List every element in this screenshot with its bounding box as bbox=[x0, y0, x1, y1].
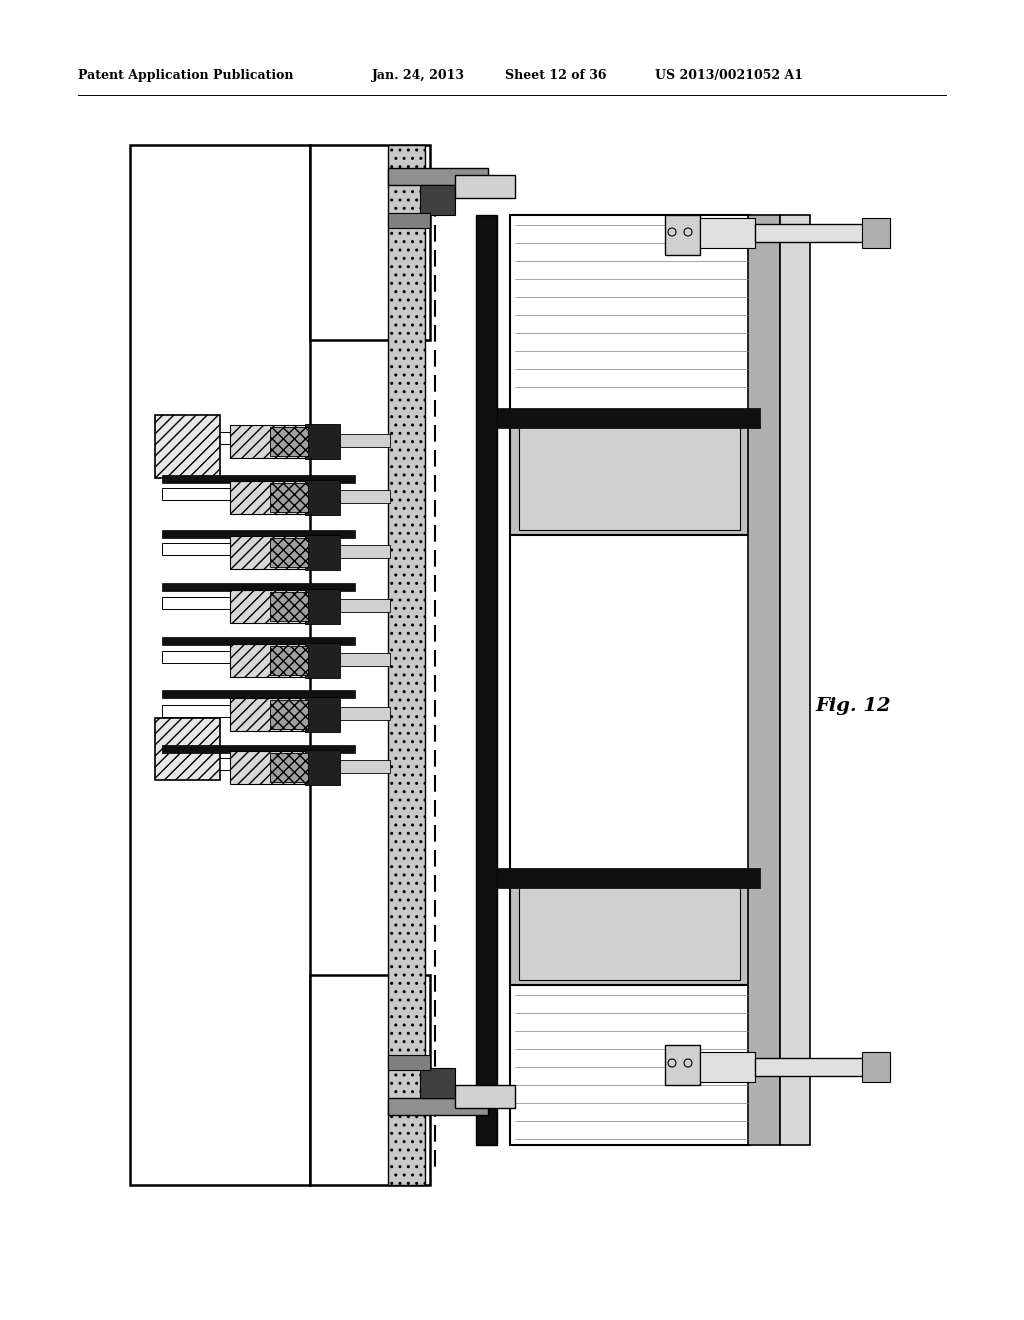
Bar bbox=[270, 591, 308, 620]
Bar bbox=[388, 213, 430, 228]
Bar bbox=[162, 744, 355, 752]
Bar bbox=[305, 697, 340, 733]
Bar bbox=[420, 1068, 455, 1098]
Bar bbox=[305, 424, 340, 459]
Bar bbox=[510, 215, 750, 411]
Bar bbox=[230, 644, 310, 677]
Text: Patent Application Publication: Patent Application Publication bbox=[78, 69, 294, 82]
Bar bbox=[162, 690, 355, 698]
Bar bbox=[162, 651, 300, 663]
Bar bbox=[510, 420, 750, 535]
Bar bbox=[305, 589, 340, 624]
Bar bbox=[519, 875, 740, 979]
Bar bbox=[230, 480, 310, 513]
Bar bbox=[162, 758, 300, 770]
Bar bbox=[162, 475, 355, 483]
Bar bbox=[455, 176, 515, 198]
Bar bbox=[780, 215, 810, 1144]
Bar bbox=[700, 218, 755, 248]
Bar bbox=[162, 531, 355, 539]
Bar bbox=[510, 535, 750, 870]
Bar bbox=[305, 750, 340, 785]
Bar bbox=[310, 145, 430, 341]
Bar bbox=[755, 224, 870, 242]
Bar bbox=[162, 543, 300, 554]
Bar bbox=[230, 590, 310, 623]
Bar bbox=[230, 536, 310, 569]
Text: Sheet 12 of 36: Sheet 12 of 36 bbox=[505, 69, 606, 82]
Bar bbox=[862, 1052, 890, 1082]
Bar bbox=[510, 985, 750, 1144]
Bar bbox=[340, 760, 390, 774]
Bar bbox=[230, 751, 310, 784]
Bar bbox=[388, 168, 488, 185]
Bar bbox=[162, 597, 300, 609]
Bar bbox=[420, 185, 455, 215]
Bar bbox=[340, 708, 390, 719]
Bar bbox=[476, 215, 497, 1144]
Bar bbox=[155, 718, 220, 780]
Bar bbox=[388, 1098, 488, 1115]
Bar bbox=[755, 1059, 870, 1076]
Bar bbox=[340, 490, 390, 503]
Bar bbox=[162, 638, 355, 645]
Bar bbox=[270, 645, 308, 675]
Text: US 2013/0021052 A1: US 2013/0021052 A1 bbox=[655, 69, 803, 82]
Bar bbox=[748, 215, 780, 1144]
Bar bbox=[665, 1045, 700, 1085]
Bar bbox=[270, 700, 308, 729]
Bar bbox=[340, 653, 390, 667]
Bar bbox=[497, 869, 760, 888]
Bar bbox=[862, 218, 890, 248]
Bar bbox=[155, 414, 220, 478]
Bar bbox=[700, 1052, 755, 1082]
Bar bbox=[388, 145, 425, 1185]
Bar bbox=[270, 539, 308, 568]
Bar bbox=[162, 583, 355, 591]
Bar bbox=[162, 705, 300, 717]
Bar bbox=[162, 432, 300, 444]
Text: Jan. 24, 2013: Jan. 24, 2013 bbox=[372, 69, 465, 82]
Bar bbox=[519, 425, 740, 531]
Bar bbox=[665, 215, 700, 255]
Bar bbox=[230, 425, 310, 458]
Bar bbox=[340, 599, 390, 612]
Bar bbox=[305, 480, 340, 515]
Bar bbox=[455, 1085, 515, 1107]
Bar bbox=[162, 488, 300, 500]
Bar bbox=[340, 434, 390, 447]
Bar bbox=[270, 483, 308, 512]
Bar bbox=[510, 870, 750, 985]
Bar bbox=[270, 426, 308, 455]
Bar bbox=[305, 535, 340, 570]
Bar bbox=[388, 1055, 430, 1071]
Bar bbox=[340, 545, 390, 558]
Text: Fig. 12: Fig. 12 bbox=[815, 697, 891, 715]
Bar bbox=[130, 145, 310, 1185]
Bar bbox=[497, 408, 760, 428]
Bar bbox=[230, 698, 310, 731]
Bar bbox=[310, 975, 430, 1185]
Bar bbox=[305, 643, 340, 678]
Bar bbox=[270, 752, 308, 781]
